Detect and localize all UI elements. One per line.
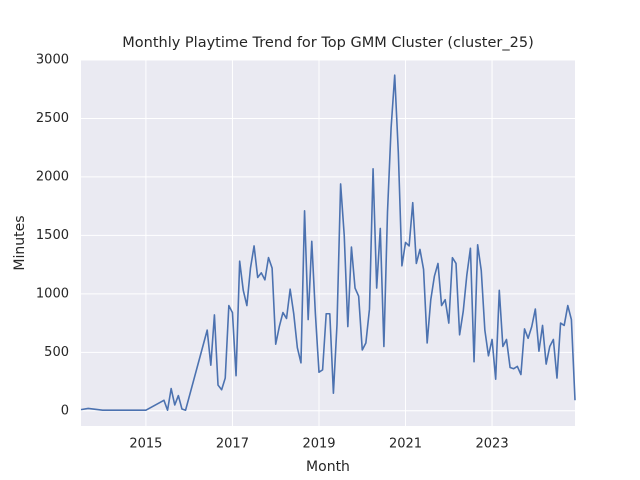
x-tick-label: 2019 (302, 437, 335, 452)
x-axis-label: Month (306, 459, 350, 475)
y-tick-label: 2000 (36, 169, 69, 184)
y-tick-label: 500 (44, 345, 69, 360)
plot-area (81, 60, 575, 426)
y-tick-label: 1500 (36, 228, 69, 243)
x-tick-label: 2023 (476, 437, 509, 452)
data-line (80, 74, 576, 412)
chart-title: Monthly Playtime Trend for Top GMM Clust… (122, 35, 533, 51)
y-tick-label: 0 (61, 403, 69, 418)
y-axis-label: Minutes (12, 215, 28, 270)
y-tick-label: 2500 (36, 111, 69, 126)
y-tick-label: 1000 (36, 286, 69, 301)
x-tick-label: 2015 (129, 437, 162, 452)
x-tick-label: 2021 (389, 437, 422, 452)
x-tick-label: 2017 (216, 437, 249, 452)
y-tick-label: 3000 (36, 53, 69, 68)
